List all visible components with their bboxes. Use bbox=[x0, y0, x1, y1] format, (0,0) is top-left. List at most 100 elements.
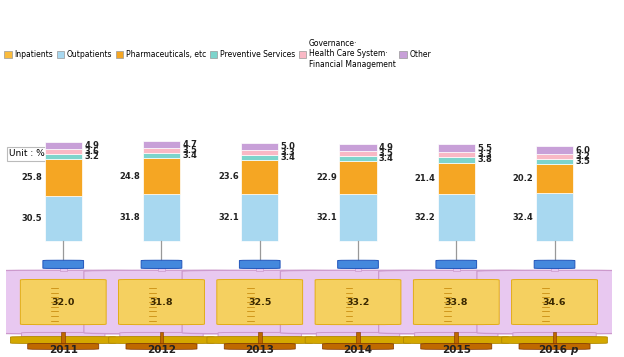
Text: 3.4: 3.4 bbox=[281, 153, 296, 162]
Text: 31.8: 31.8 bbox=[120, 213, 140, 222]
FancyBboxPatch shape bbox=[356, 332, 360, 344]
Text: 4.9: 4.9 bbox=[379, 142, 394, 152]
FancyBboxPatch shape bbox=[513, 332, 596, 337]
Text: 20.2: 20.2 bbox=[513, 174, 534, 183]
Text: 32.0: 32.0 bbox=[52, 297, 75, 307]
Text: p: p bbox=[570, 345, 577, 355]
Text: 22.9: 22.9 bbox=[316, 173, 337, 182]
Text: 2013: 2013 bbox=[245, 345, 275, 355]
FancyBboxPatch shape bbox=[421, 343, 492, 350]
Legend: Inpatients, Outpatients, Pharmaceuticals, etc, Preventive Services, Governance·
: Inpatients, Outpatients, Pharmaceuticals… bbox=[4, 39, 431, 69]
Text: 3.3: 3.3 bbox=[281, 148, 295, 157]
Text: 23.6: 23.6 bbox=[218, 172, 239, 181]
FancyBboxPatch shape bbox=[338, 260, 378, 268]
Text: 4.9: 4.9 bbox=[84, 141, 99, 150]
Text: 32.1: 32.1 bbox=[218, 213, 239, 222]
Bar bbox=[143, 154, 180, 159]
FancyBboxPatch shape bbox=[240, 260, 280, 268]
Bar bbox=[536, 159, 573, 164]
FancyBboxPatch shape bbox=[27, 343, 99, 350]
FancyBboxPatch shape bbox=[0, 270, 141, 334]
Text: 3.5: 3.5 bbox=[182, 146, 197, 155]
FancyBboxPatch shape bbox=[60, 265, 67, 271]
Bar bbox=[44, 149, 82, 154]
FancyBboxPatch shape bbox=[414, 332, 498, 337]
Text: 2015: 2015 bbox=[442, 345, 470, 355]
Text: 31.8: 31.8 bbox=[150, 297, 173, 307]
Bar bbox=[241, 150, 278, 155]
Bar bbox=[241, 155, 278, 160]
Text: 3.8: 3.8 bbox=[477, 155, 492, 165]
Text: 4.7: 4.7 bbox=[182, 140, 197, 150]
Bar bbox=[437, 194, 475, 241]
FancyBboxPatch shape bbox=[553, 332, 557, 344]
Bar bbox=[339, 161, 377, 194]
Text: 2014: 2014 bbox=[343, 345, 373, 355]
Bar bbox=[536, 155, 573, 159]
Text: 32.4: 32.4 bbox=[513, 212, 534, 221]
Text: 21.4: 21.4 bbox=[414, 174, 436, 183]
Bar bbox=[143, 159, 180, 194]
FancyBboxPatch shape bbox=[126, 343, 197, 350]
Bar bbox=[536, 146, 573, 155]
FancyBboxPatch shape bbox=[315, 280, 401, 325]
Text: 32.5: 32.5 bbox=[248, 297, 271, 307]
Text: 6.0: 6.0 bbox=[575, 146, 590, 155]
FancyBboxPatch shape bbox=[61, 332, 65, 344]
Bar bbox=[241, 194, 278, 241]
Bar bbox=[339, 194, 377, 241]
FancyBboxPatch shape bbox=[551, 265, 558, 271]
Bar bbox=[339, 151, 377, 156]
Bar bbox=[44, 159, 82, 196]
FancyBboxPatch shape bbox=[413, 280, 499, 325]
FancyBboxPatch shape bbox=[258, 332, 261, 344]
FancyBboxPatch shape bbox=[182, 270, 338, 334]
FancyBboxPatch shape bbox=[512, 280, 597, 325]
Bar bbox=[143, 141, 180, 148]
FancyBboxPatch shape bbox=[207, 337, 313, 343]
Text: 2011: 2011 bbox=[49, 345, 78, 355]
FancyBboxPatch shape bbox=[158, 265, 165, 271]
Text: 32.1: 32.1 bbox=[316, 213, 337, 222]
Text: 30.5: 30.5 bbox=[22, 214, 42, 223]
Bar bbox=[437, 163, 475, 194]
FancyBboxPatch shape bbox=[323, 343, 394, 350]
Bar bbox=[143, 194, 180, 241]
Bar bbox=[536, 193, 573, 241]
FancyBboxPatch shape bbox=[84, 270, 239, 334]
Text: 3.4: 3.4 bbox=[379, 154, 394, 163]
FancyBboxPatch shape bbox=[404, 337, 509, 343]
Text: 5.5: 5.5 bbox=[477, 144, 492, 153]
FancyBboxPatch shape bbox=[453, 265, 460, 271]
FancyBboxPatch shape bbox=[379, 270, 534, 334]
Text: 3.2: 3.2 bbox=[575, 152, 590, 161]
Bar bbox=[44, 142, 82, 149]
Text: 5.0: 5.0 bbox=[281, 142, 296, 151]
FancyBboxPatch shape bbox=[22, 332, 105, 337]
Text: 2012: 2012 bbox=[147, 345, 176, 355]
FancyBboxPatch shape bbox=[11, 337, 116, 343]
Bar bbox=[143, 148, 180, 154]
Text: 2016: 2016 bbox=[538, 345, 567, 355]
Bar bbox=[437, 152, 475, 157]
Bar bbox=[241, 143, 278, 150]
Text: 25.8: 25.8 bbox=[22, 173, 42, 182]
Text: 24.8: 24.8 bbox=[120, 172, 140, 181]
FancyBboxPatch shape bbox=[218, 332, 301, 337]
FancyBboxPatch shape bbox=[21, 280, 106, 325]
Text: 3.4: 3.4 bbox=[182, 151, 197, 160]
Text: Unit : %: Unit : % bbox=[9, 149, 45, 159]
FancyBboxPatch shape bbox=[305, 337, 411, 343]
Text: 3.5: 3.5 bbox=[379, 149, 394, 158]
FancyBboxPatch shape bbox=[502, 337, 607, 343]
FancyBboxPatch shape bbox=[436, 260, 477, 268]
FancyBboxPatch shape bbox=[316, 332, 400, 337]
FancyBboxPatch shape bbox=[120, 332, 203, 337]
Text: 3.5: 3.5 bbox=[575, 157, 590, 166]
Text: 3.6: 3.6 bbox=[84, 147, 99, 156]
FancyBboxPatch shape bbox=[256, 265, 263, 271]
Text: 32.2: 32.2 bbox=[414, 213, 436, 222]
Bar bbox=[437, 144, 475, 152]
FancyBboxPatch shape bbox=[119, 280, 205, 325]
Bar bbox=[339, 156, 377, 161]
